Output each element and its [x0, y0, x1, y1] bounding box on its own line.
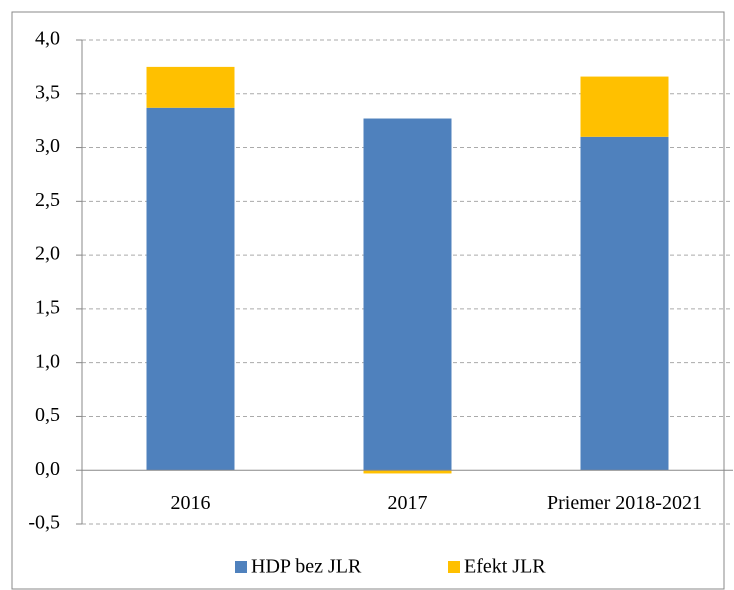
legend-label: Efekt JLR: [464, 556, 546, 578]
bar-segment: [146, 107, 235, 471]
legend-swatch: [235, 561, 247, 573]
y-tick-label: 0,0: [35, 458, 60, 480]
legend-swatch: [448, 561, 460, 573]
y-tick-label: 4,0: [35, 28, 60, 50]
y-tick-label: 2,0: [35, 243, 60, 265]
chart-frame: [11, 11, 725, 590]
x-tick-label: 2016: [171, 492, 211, 514]
y-tick-label: 3,5: [35, 81, 60, 103]
bar-segment: [580, 136, 669, 471]
bar-segment: [580, 76, 669, 137]
bar-segment: [146, 66, 235, 108]
y-tick-label: 2,5: [35, 189, 60, 211]
y-tick-label: 1,5: [35, 296, 60, 318]
x-tick-label: Priemer 2018-2021: [547, 492, 702, 514]
bar-segment: [363, 470, 452, 474]
y-tick-label: 1,0: [35, 350, 60, 372]
y-tick-label: 3,0: [35, 135, 60, 157]
y-tick-label: -0,5: [28, 512, 60, 534]
legend-label: HDP bez JLR: [251, 556, 362, 578]
x-tick-label: 2017: [388, 492, 428, 514]
y-tick-label: 0,5: [35, 404, 60, 426]
bar-segment: [363, 118, 452, 471]
